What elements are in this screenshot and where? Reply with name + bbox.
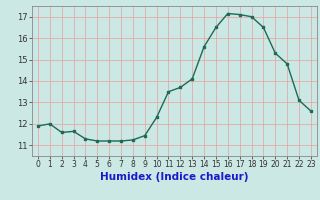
X-axis label: Humidex (Indice chaleur): Humidex (Indice chaleur): [100, 172, 249, 182]
